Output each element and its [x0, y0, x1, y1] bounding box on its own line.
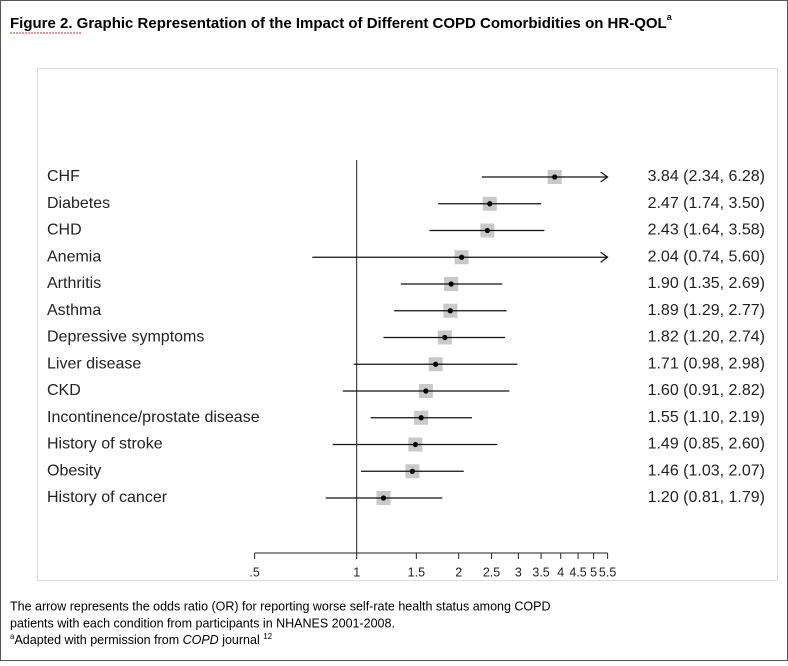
row-label: Liver disease — [47, 355, 141, 372]
value-label: 1.46 (1.03, 2.07) — [648, 462, 765, 479]
footnote-journal: COPD — [183, 633, 219, 647]
x-tick-label: 1.5 — [408, 565, 425, 579]
footnote-text: Adapted with permission from — [14, 633, 182, 647]
x-tick-label: 2 — [455, 565, 462, 579]
x-tick-label: 3 — [515, 565, 522, 579]
plot-frame — [37, 68, 778, 581]
footnote: aAdapted with permission from COPD journ… — [10, 632, 273, 647]
x-tick-label: 4 — [557, 565, 564, 579]
x-tick-label: 5.5 — [599, 565, 616, 579]
x-tick-label: 4.5 — [569, 565, 586, 579]
point — [433, 361, 439, 367]
row-label: CHD — [47, 222, 82, 239]
footnote-ref: 12 — [263, 632, 272, 641]
x-tick-label: 1 — [353, 565, 360, 579]
ci-arrow — [600, 251, 609, 263]
row-label: Diabetes — [47, 195, 110, 212]
ci-arrow — [600, 171, 609, 183]
point — [412, 441, 418, 448]
value-label: 2.04 (0.74, 5.60) — [648, 248, 765, 265]
point — [380, 495, 387, 501]
footnote-suffix: journal — [219, 633, 263, 647]
value-label: 3.84 (2.34, 6.28) — [648, 168, 765, 185]
value-label: 2.47 (1.74, 3.50) — [648, 195, 765, 212]
point — [552, 174, 558, 180]
title: Figure 2. Graphic Representation of the … — [10, 12, 673, 32]
row-label: Asthma — [47, 302, 101, 319]
title-text: Figure 2. Graphic Representation of the … — [10, 15, 667, 32]
value-label: 2.43 (1.64, 3.58) — [648, 222, 765, 239]
point — [484, 227, 490, 234]
caption-line: The arrow represents the odds ratio (OR)… — [10, 599, 551, 613]
row-label: CKD — [47, 382, 81, 399]
point — [459, 254, 465, 260]
footnote-marker: a — [10, 632, 15, 641]
row-label: History of cancer — [47, 489, 168, 506]
point — [418, 415, 424, 421]
value-label: 1.71 (0.98, 2.98) — [648, 355, 765, 372]
x-tick-label: .5 — [249, 565, 259, 579]
value-label: 1.60 (0.91, 2.82) — [648, 382, 765, 399]
value-label: 1.90 (1.35, 2.69) — [648, 275, 765, 292]
row-label: Arthritis — [47, 275, 101, 292]
row-label: CHF — [47, 168, 80, 185]
x-tick-label: 3.5 — [532, 565, 549, 579]
caption-line: patients with each condition from partic… — [10, 616, 395, 630]
title-sup: a — [667, 12, 673, 22]
value-label: 1.55 (1.10, 2.19) — [648, 409, 765, 426]
value-label: 1.89 (1.29, 2.77) — [648, 302, 765, 319]
point — [423, 388, 429, 394]
row-label: Depressive symptoms — [47, 329, 204, 346]
point — [447, 308, 453, 314]
x-tick-label: 2.5 — [483, 565, 500, 579]
value-label: 1.20 (0.81, 1.79) — [648, 489, 765, 506]
value-label: 1.82 (1.20, 2.74) — [648, 329, 765, 346]
point — [448, 281, 454, 287]
row-label: History of stroke — [47, 436, 163, 453]
point — [487, 201, 493, 207]
point — [409, 468, 415, 474]
row-label: Anemia — [47, 248, 101, 265]
row-label: Obesity — [47, 462, 101, 479]
row-label: Incontinence/prostate disease — [47, 409, 260, 426]
x-tick-label: 5 — [590, 565, 597, 579]
point — [442, 334, 448, 341]
value-label: 1.49 (0.85, 2.60) — [648, 436, 765, 453]
